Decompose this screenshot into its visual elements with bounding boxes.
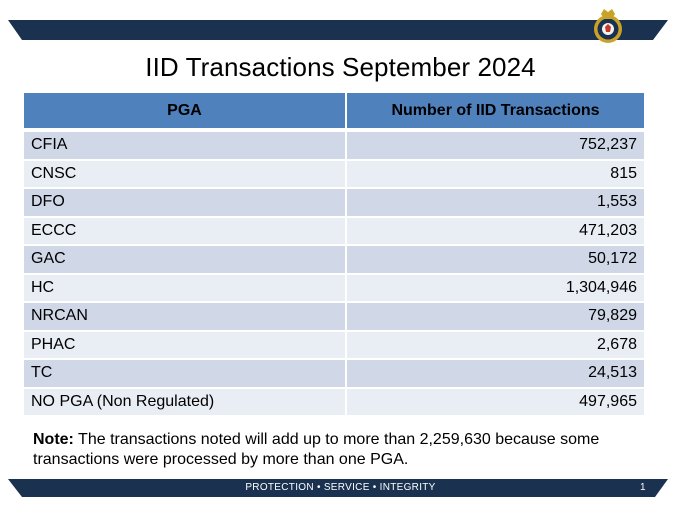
transactions-cell: 471,203 [347, 217, 644, 244]
pga-cell: CFIA [24, 132, 347, 159]
table-row: HC 1,304,946 [24, 274, 644, 301]
pga-cell: NO PGA (Non Regulated) [24, 388, 347, 415]
table-row: ECCC 471,203 [24, 217, 644, 244]
pga-cell: HC [24, 274, 347, 301]
pga-cell: DFO [24, 189, 347, 216]
table-row: PHAC 2,678 [24, 331, 644, 358]
page-number: 1 [640, 482, 646, 493]
table-header-row: PGA Number of IID Transactions [24, 93, 644, 130]
slide-title: IID Transactions September 2024 [145, 52, 536, 82]
table-row: CFIA 752,237 [24, 132, 644, 159]
pga-cell: PHAC [24, 331, 347, 358]
transactions-cell: 79,829 [347, 303, 644, 330]
column-header-transactions: Number of IID Transactions [347, 93, 644, 130]
pga-cell: GAC [24, 246, 347, 273]
pga-cell: ECCC [24, 217, 347, 244]
footer-motto: PROTECTION • SERVICE • INTEGRITY [245, 482, 436, 493]
transactions-cell: 1,553 [347, 189, 644, 216]
note-text: The transactions noted will add up to mo… [33, 431, 600, 468]
bottom-banner-band [8, 479, 668, 497]
table-row: TC 24,513 [24, 360, 644, 387]
table-row: NO PGA (Non Regulated) 497,965 [24, 388, 644, 415]
column-header-pga: PGA [24, 93, 347, 130]
table-row: GAC 50,172 [24, 246, 644, 273]
pga-cell: CNSC [24, 160, 347, 187]
pga-cell: NRCAN [24, 303, 347, 330]
agency-crest-icon [594, 9, 622, 43]
transactions-cell: 497,965 [347, 388, 644, 415]
transactions-cell: 50,172 [347, 246, 644, 273]
note-label: Note: [33, 431, 74, 448]
transactions-cell: 752,237 [347, 132, 644, 159]
pga-cell: TC [24, 360, 347, 387]
transactions-cell: 815 [347, 160, 644, 187]
footnote: Note: The transactions noted will add up… [33, 430, 633, 470]
table-row: CNSC 815 [24, 160, 644, 187]
transactions-cell: 1,304,946 [347, 274, 644, 301]
top-banner-band [8, 20, 668, 40]
table-row: NRCAN 79,829 [24, 303, 644, 330]
transactions-table: PGA Number of IID Transactions CFIA 752,… [24, 91, 644, 417]
transactions-cell: 2,678 [347, 331, 644, 358]
transactions-cell: 24,513 [347, 360, 644, 387]
table-row: DFO 1,553 [24, 189, 644, 216]
